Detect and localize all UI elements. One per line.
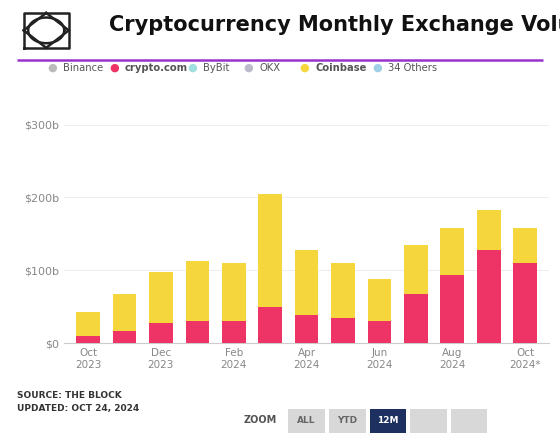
Bar <box>113 331 136 343</box>
Bar <box>331 318 355 343</box>
Bar <box>331 263 355 318</box>
Bar <box>404 294 428 343</box>
Text: OKX: OKX <box>259 63 281 73</box>
Text: SOURCE: THE BLOCK
UPDATED: OCT 24, 2024: SOURCE: THE BLOCK UPDATED: OCT 24, 2024 <box>17 392 139 413</box>
Bar <box>76 312 100 336</box>
Text: 34 Others: 34 Others <box>388 63 437 73</box>
Text: 12M: 12M <box>377 416 399 425</box>
Bar <box>477 250 501 343</box>
Text: ●: ● <box>109 63 119 73</box>
Text: Coinbase: Coinbase <box>315 63 367 73</box>
Text: ●: ● <box>372 63 382 73</box>
Bar <box>185 261 209 321</box>
Text: ZOOM: ZOOM <box>244 416 277 425</box>
Bar <box>295 316 319 343</box>
Bar <box>404 245 428 294</box>
Bar <box>149 272 172 323</box>
Text: Cryptocurrency Monthly Exchange Volume: Cryptocurrency Monthly Exchange Volume <box>109 15 560 35</box>
Text: ByBit: ByBit <box>203 63 230 73</box>
Bar <box>258 194 282 307</box>
Text: Binance: Binance <box>63 63 104 73</box>
Text: YTD: YTD <box>338 416 357 425</box>
Bar <box>441 275 464 343</box>
Bar <box>222 263 246 321</box>
Bar <box>477 210 501 250</box>
Bar <box>295 250 319 316</box>
Bar <box>514 263 537 343</box>
Text: ●: ● <box>188 63 197 73</box>
Bar <box>185 321 209 343</box>
Text: ALL: ALL <box>297 416 316 425</box>
Bar <box>76 336 100 343</box>
Bar <box>113 294 136 331</box>
Text: ●: ● <box>244 63 253 73</box>
Bar <box>258 307 282 343</box>
Text: ●: ● <box>300 63 309 73</box>
Bar <box>149 323 172 343</box>
Bar <box>222 321 246 343</box>
Bar <box>367 321 391 343</box>
Bar <box>441 228 464 275</box>
Text: crypto.com: crypto.com <box>125 63 188 73</box>
Bar <box>367 279 391 321</box>
Text: ●: ● <box>48 63 57 73</box>
Bar <box>514 228 537 263</box>
